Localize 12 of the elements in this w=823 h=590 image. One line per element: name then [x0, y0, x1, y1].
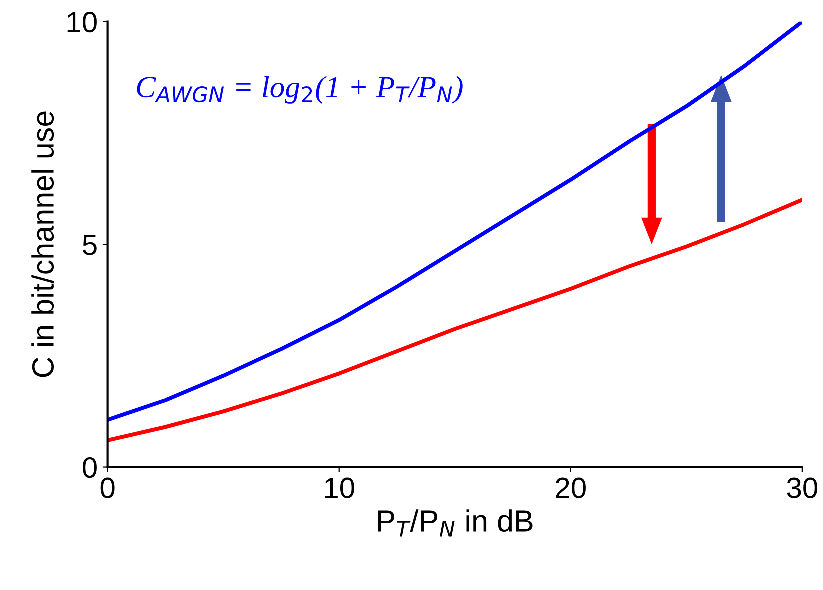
x-axis-title: P$_{T}$/P$_{N}$ in dB — [378, 510, 533, 537]
text: C$_{AWGN}$ = log$_{2}$(1 + P$_{T}$/P$_{N}$) — [137, 76, 463, 104]
y-axis-title: C in bit/channel use — [32, 112, 54, 378]
y-tick-label: 5 — [83, 235, 97, 256]
x-tick-label: 10 — [325, 478, 354, 498]
y-tick-label: 0 — [83, 457, 97, 478]
x-tick-label: 0 — [100, 478, 115, 498]
x-tick-label: 20 — [556, 478, 586, 498]
y-tick-label: 10 — [68, 12, 97, 33]
x-tick-label: 30 — [787, 478, 818, 498]
line-series — [108, 198, 802, 442]
line-series — [108, 22, 802, 422]
